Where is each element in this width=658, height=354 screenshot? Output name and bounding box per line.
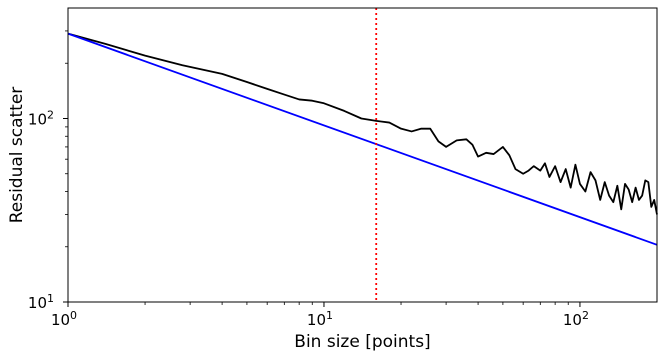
y-tick-label: 102 bbox=[28, 108, 54, 128]
plot-area bbox=[68, 8, 657, 302]
x-tick-label: 100 bbox=[51, 309, 77, 329]
x-tick-label: 101 bbox=[307, 309, 333, 329]
series-line-2 bbox=[67, 32, 658, 246]
x-tick-label: 102 bbox=[563, 309, 589, 329]
plot-frame bbox=[67, 7, 658, 303]
y-axis-label: Residual scatter bbox=[7, 87, 27, 224]
series-layer bbox=[67, 8, 658, 302]
x-axis-label: Bin size [points] bbox=[294, 332, 430, 352]
y-tick-label: 101 bbox=[28, 292, 54, 312]
series-line-1 bbox=[67, 32, 658, 215]
